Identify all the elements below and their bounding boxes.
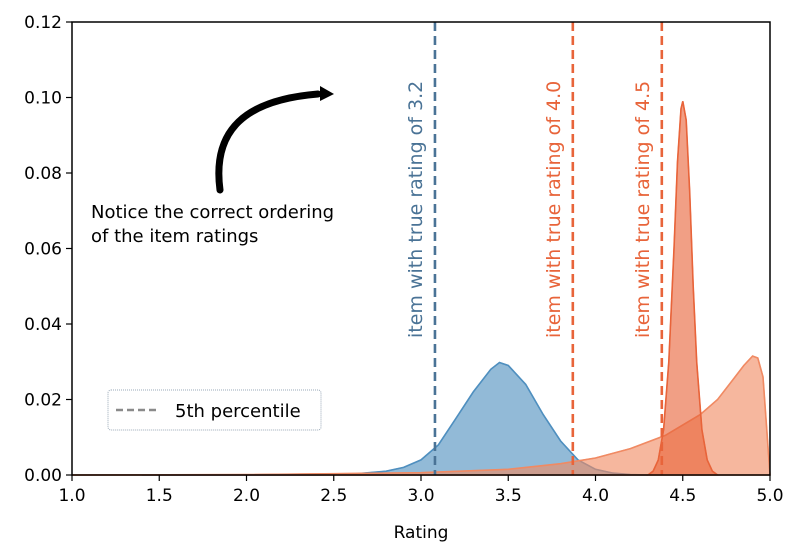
y-axis-ticks: 0.00 0.02 0.04 0.06 0.08 0.10 0.12 [24,13,72,486]
x-tick-label: 3.0 [407,486,434,506]
x-axis-ticks: 1.0 1.5 2.0 2.5 3.0 3.5 4.0 4.5 5.0 [58,475,784,506]
x-tick-label: 4.5 [669,486,696,506]
y-tick-label: 0.12 [24,13,62,33]
y-tick-label: 0.08 [24,164,62,184]
x-tick-label: 5.0 [756,486,783,506]
x-tick-label: 3.5 [495,486,522,506]
legend: 5th percentile [107,389,322,431]
x-axis-label: Rating [394,523,449,543]
y-tick-label: 0.00 [24,466,62,486]
legend-entry-5th-percentile: 5th percentile [175,401,301,422]
y-tick-label: 0.04 [24,315,62,335]
percentile-label-4-0: item with true rating of 4.0 [543,81,565,338]
x-tick-label: 2.0 [233,486,260,506]
annotation-line-2: of the item ratings [91,226,258,247]
y-tick-label: 0.06 [24,240,62,260]
y-tick-label: 0.02 [24,391,62,411]
density-curve-2 [647,101,719,476]
x-tick-label: 2.5 [320,486,347,506]
percentile-label-4-5: item with true rating of 4.5 [632,81,654,338]
x-tick-label: 1.5 [146,486,173,506]
x-tick-label: 1.0 [58,486,85,506]
percentile-lines [433,22,664,475]
annotation-line-1: Notice the correct ordering [91,202,334,223]
percentile-label-3-2: item with true rating of 3.2 [405,81,427,338]
curved-arrow-icon [215,86,334,194]
y-tick-label: 0.10 [24,89,62,109]
x-tick-label: 4.0 [582,486,609,506]
